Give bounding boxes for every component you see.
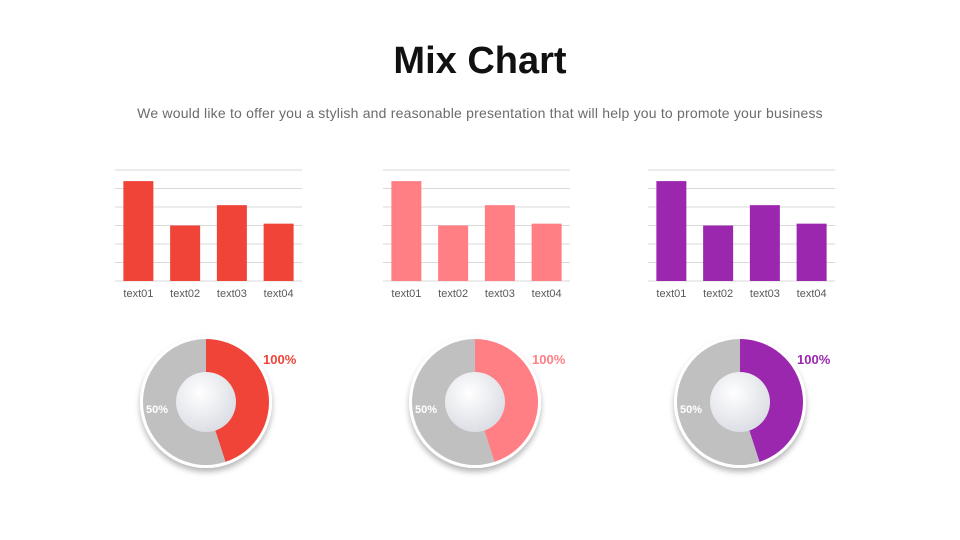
donut-svg: 100% 50% — [140, 336, 297, 468]
bar — [484, 205, 515, 281]
bar-chart-pink: text01 text02 text03 text04 — [378, 160, 578, 310]
donut-label: 50% — [146, 404, 168, 416]
donut-hole — [176, 372, 236, 432]
category-label: text02 — [438, 288, 468, 300]
bar — [216, 205, 247, 281]
donut-slice — [206, 339, 269, 462]
category-label: text01 — [391, 288, 421, 300]
bar — [656, 181, 687, 281]
donut-label: 50% — [680, 404, 702, 416]
bar — [703, 225, 734, 281]
category-label: text02 — [170, 288, 200, 300]
donut-hole — [710, 372, 770, 432]
category-label: text02 — [703, 288, 733, 300]
category-label: text04 — [797, 288, 827, 300]
donut-label: 100% — [263, 352, 297, 367]
donut-svg: 100% 50% — [674, 336, 831, 468]
bar-chart-red: text01 text02 text03 text04 — [110, 160, 310, 310]
donut-svg: 100% 50% — [409, 336, 566, 468]
bar — [263, 223, 294, 281]
bar-chart-purple: text01 text02 text03 text04 — [643, 160, 843, 310]
donut-label: 50% — [415, 404, 437, 416]
donut-chart-purple: 100% 50% — [664, 330, 834, 480]
bar — [438, 225, 469, 281]
bar — [749, 205, 780, 281]
category-label: text04 — [532, 288, 562, 300]
bar — [391, 181, 422, 281]
category-label: text01 — [656, 288, 686, 300]
category-label: text03 — [485, 288, 515, 300]
bar — [170, 225, 201, 281]
donut-chart-red: 100% 50% — [130, 330, 300, 480]
bar — [123, 181, 154, 281]
bar — [796, 223, 827, 281]
bar-chart-svg: text01 text02 text03 text04 — [648, 169, 835, 300]
donut-hole — [445, 372, 505, 432]
category-label: text03 — [750, 288, 780, 300]
bar-chart-svg: text01 text02 text03 text04 — [383, 169, 570, 300]
slide-title: Mix Chart — [393, 40, 567, 82]
donut-chart-pink: 100% 50% — [399, 330, 569, 480]
category-label: text03 — [217, 288, 247, 300]
donut-slice — [740, 339, 803, 462]
donut-label: 100% — [797, 352, 831, 367]
category-label: text01 — [123, 288, 153, 300]
slide-subtitle: We would like to offer you a stylish and… — [137, 105, 823, 121]
bar-chart-svg: text01 text02 text03 text04 — [115, 169, 302, 300]
category-label: text04 — [264, 288, 294, 300]
donut-label: 100% — [532, 352, 566, 367]
donut-slice — [475, 339, 538, 462]
bar — [531, 223, 562, 281]
